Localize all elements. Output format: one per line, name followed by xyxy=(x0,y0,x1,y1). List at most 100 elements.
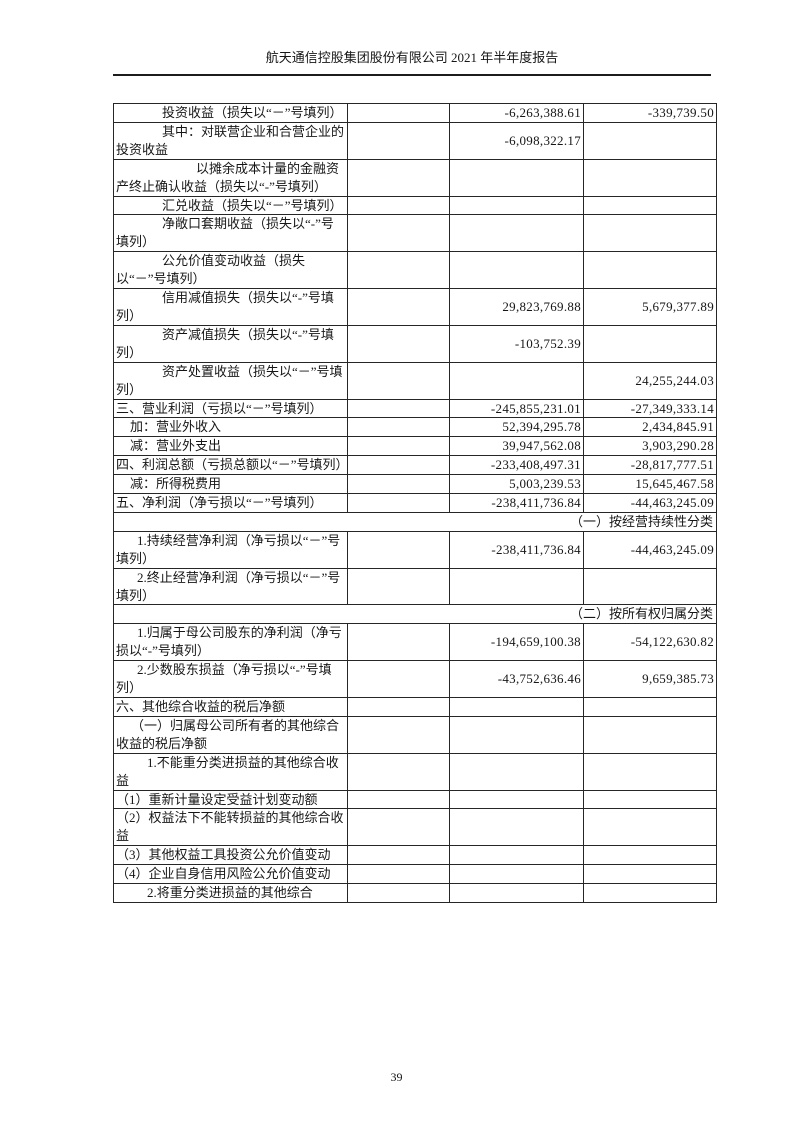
row-label: （2）权益法下不能转损益的其他综合收益 xyxy=(113,808,348,847)
row-amount-prior: 9,659,385.73 xyxy=(583,660,717,698)
row-amount-current xyxy=(449,883,584,903)
row-amount-current: -233,408,497.31 xyxy=(449,455,584,476)
table-row: 资产减值损失（损失以“-”号填列） -103,752.39 xyxy=(113,324,717,363)
table-row: 净敞口套期收益（损失以“-”号填列） xyxy=(113,214,717,253)
row-amount-prior: 2,434,845.91 xyxy=(583,417,717,438)
table-row: 汇兑收益（损失以“－”号填列） xyxy=(113,195,717,216)
row-note-cell xyxy=(347,845,450,866)
row-label: 减：所得税费用 xyxy=(113,474,348,495)
row-amount-current xyxy=(449,845,584,866)
row-note-cell xyxy=(347,417,450,438)
page-number: 39 xyxy=(390,1070,403,1084)
row-amount-prior xyxy=(583,883,717,903)
row-amount-current xyxy=(449,808,584,847)
row-amount-prior xyxy=(583,789,717,810)
table-row: 1.持续经营净利润（净亏损以“－”号填列） -238,411,736.84 -44,… xyxy=(113,530,717,569)
page-header: 航天通信控股集团股份有限公司 2021 年半年度报告 xyxy=(113,49,711,76)
row-label: 三、营业利润（亏损以“－”号填列） xyxy=(113,398,348,419)
row-amount-prior xyxy=(583,158,717,197)
row-label: 加：营业外收入 xyxy=(113,417,348,438)
table-row: 2.将重分类进损益的其他综合 xyxy=(113,883,717,903)
table-row: （1）重新计量设定受益计划变动额 xyxy=(113,789,717,810)
row-amount-prior xyxy=(583,715,717,754)
row-amount-prior xyxy=(583,697,717,717)
row-note-cell xyxy=(347,474,450,495)
row-amount-current xyxy=(449,158,584,197)
row-label: 2.少数股东损益（净亏损以“-”号填列） xyxy=(113,660,348,698)
section-label: （二）按所有权归属分类 xyxy=(113,604,717,625)
row-amount-current xyxy=(449,864,584,885)
table-row: 四、利润总额（亏损总额以“－”号填列） -233,408,497.31 -28,81… xyxy=(113,455,717,476)
row-label: 四、利润总额（亏损总额以“－”号填列） xyxy=(113,455,348,476)
table-row: 资产处置收益（损失以“－”号填列） 24,255,244.03 xyxy=(113,361,717,400)
row-amount-prior xyxy=(583,251,717,290)
row-amount-prior xyxy=(583,864,717,885)
row-amount-prior xyxy=(583,567,717,606)
row-amount-current: -245,855,231.01 xyxy=(449,398,584,419)
table-row: 投资收益（损失以“－”号填列） -6,263,388.61 -339,739.50 xyxy=(113,103,717,123)
row-label: 1.持续经营净利润（净亏损以“－”号填列） xyxy=(113,530,348,569)
table-row: 减：所得税费用 5,003,239.53 15,645,467.58 xyxy=(113,474,717,495)
row-amount-prior xyxy=(583,752,717,791)
row-note-cell xyxy=(347,864,450,885)
row-amount-prior: 24,255,244.03 xyxy=(583,361,717,400)
row-note-cell xyxy=(347,121,450,160)
row-amount-prior: 15,645,467.58 xyxy=(583,474,717,495)
row-note-cell xyxy=(347,214,450,253)
section-header-row: （一）按经营持续性分类 xyxy=(113,511,717,532)
row-amount-prior: 5,679,377.89 xyxy=(583,288,717,326)
row-label: 六、其他综合收益的税后净额 xyxy=(113,697,348,717)
row-note-cell xyxy=(347,567,450,606)
row-label: 1.不能重分类进损益的其他综合收益 xyxy=(113,752,348,791)
table-row: 减：营业外支出 39,947,562.08 3,903,290.28 xyxy=(113,436,717,457)
table-row: 五、净利润（净亏损以“－”号填列） -238,411,736.84 -44,463,… xyxy=(113,493,717,513)
table-row: 其中：对联营企业和合营企业的投资收益 -6,098,322.17 xyxy=(113,121,717,160)
row-note-cell xyxy=(347,660,450,698)
row-label: 公允价值变动收益（损失以“－”号填列） xyxy=(113,251,348,290)
row-amount-current: 39,947,562.08 xyxy=(449,436,584,457)
row-note-cell xyxy=(347,158,450,197)
row-amount-current: -6,098,322.17 xyxy=(449,121,584,160)
table-row: （4）企业自身信用风险公允价值变动 xyxy=(113,864,717,885)
row-note-cell xyxy=(347,103,450,123)
section-label: （一）按经营持续性分类 xyxy=(113,511,717,532)
row-amount-current: -103,752.39 xyxy=(449,324,584,363)
table-row: 信用减值损失（损失以“-”号填列） 29,823,769.88 5,679,377.… xyxy=(113,288,717,326)
table-row: 六、其他综合收益的税后净额 xyxy=(113,697,717,717)
row-amount-current: -238,411,736.84 xyxy=(449,493,584,513)
row-note-cell xyxy=(347,288,450,326)
row-label: 信用减值损失（损失以“-”号填列） xyxy=(113,288,348,326)
table-row: 公允价值变动收益（损失以“－”号填列） xyxy=(113,251,717,290)
row-amount-prior xyxy=(583,195,717,216)
table-row: （一）归属母公司所有者的其他综合收益的税后净额 xyxy=(113,715,717,754)
row-note-cell xyxy=(347,436,450,457)
row-label: （3）其他权益工具投资公允价值变动 xyxy=(113,845,348,866)
row-amount-prior: -339,739.50 xyxy=(583,103,717,123)
row-amount-prior xyxy=(583,845,717,866)
report-title: 航天通信控股集团股份有限公司 2021 年半年度报告 xyxy=(265,50,559,65)
row-label: （4）企业自身信用风险公允价值变动 xyxy=(113,864,348,885)
row-note-cell xyxy=(347,493,450,513)
row-amount-prior xyxy=(583,324,717,363)
row-label: 以摊余成本计量的金融资产终止确认收益（损失以“-”号填列） xyxy=(113,158,348,197)
row-amount-current xyxy=(449,697,584,717)
row-amount-prior xyxy=(583,214,717,253)
row-amount-current: 52,394,295.78 xyxy=(449,417,584,438)
table-body: 投资收益（损失以“－”号填列） -6,263,388.61 -339,739.50 其… xyxy=(113,103,717,903)
row-amount-current: -6,263,388.61 xyxy=(449,103,584,123)
row-amount-current xyxy=(449,567,584,606)
row-label: 投资收益（损失以“－”号填列） xyxy=(113,103,348,123)
table-row: 2.终止经营净利润（净亏损以“－”号填列） xyxy=(113,567,717,606)
row-amount-current: 29,823,769.88 xyxy=(449,288,584,326)
row-note-cell xyxy=(347,883,450,903)
row-amount-current: 5,003,239.53 xyxy=(449,474,584,495)
row-note-cell xyxy=(347,455,450,476)
table-row: 1.不能重分类进损益的其他综合收益 xyxy=(113,752,717,791)
row-amount-current xyxy=(449,361,584,400)
row-amount-current xyxy=(449,214,584,253)
row-note-cell xyxy=(347,195,450,216)
row-label: 2.将重分类进损益的其他综合 xyxy=(113,883,348,903)
row-amount-prior: -27,349,333.14 xyxy=(583,398,717,419)
row-note-cell xyxy=(347,752,450,791)
